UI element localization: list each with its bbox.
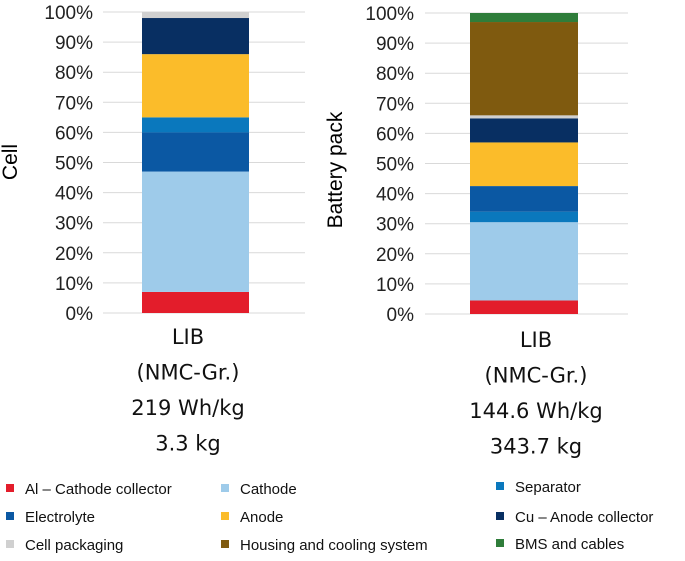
bar-segment-housing-and-cooling-system xyxy=(470,22,578,116)
y-tick-label: 20% xyxy=(376,245,414,266)
legend-item: Al – Cathode collector xyxy=(6,481,172,498)
category-label-line: (NMC-Gr.) xyxy=(137,361,240,385)
y-axis-label: Battery pack xyxy=(324,111,347,228)
y-tick-label: 70% xyxy=(376,94,414,115)
legend-item: Cu – Anode collector xyxy=(496,509,653,526)
legend-label: Al – Cathode collector xyxy=(25,481,172,498)
legend-item: BMS and cables xyxy=(496,536,624,553)
category-label-line: 3.3 kg xyxy=(155,432,221,456)
bar-segment-cathode xyxy=(142,171,249,292)
legend-swatch xyxy=(496,482,504,490)
y-tick-label: 60% xyxy=(55,123,93,144)
y-tick-label: 40% xyxy=(55,184,93,205)
y-tick-label: 0% xyxy=(387,305,415,326)
y-tick-label: 30% xyxy=(376,215,414,236)
legend-item: Housing and cooling system xyxy=(221,537,428,554)
legend-swatch xyxy=(6,484,14,492)
bar-segment-anode xyxy=(470,142,578,187)
legend-item: Cell packaging xyxy=(6,537,123,554)
category-label-line: 343.7 kg xyxy=(490,435,582,459)
bar-segment-cu-anode-collector xyxy=(142,18,249,55)
y-tick-label: 30% xyxy=(55,214,93,235)
y-tick-label: 80% xyxy=(55,63,93,84)
y-tick-label: 90% xyxy=(376,34,414,55)
bar-segment-al-cathode-collector xyxy=(470,300,578,314)
bar-segment-cu-anode-collector xyxy=(470,118,578,143)
y-tick-label: 60% xyxy=(376,124,414,145)
legend-swatch xyxy=(496,512,504,520)
bar-segment-anode xyxy=(142,54,249,118)
y-tick-label: 100% xyxy=(365,4,414,25)
legend-label: Anode xyxy=(240,509,283,526)
legend-swatch xyxy=(221,512,229,520)
legend-item: Cathode xyxy=(221,481,297,498)
bar-segment-cell-packaging xyxy=(470,115,578,119)
legend-swatch xyxy=(496,539,504,547)
legend: Al – Cathode collector Cathode Separator El… xyxy=(6,479,653,554)
y-tick-label: 50% xyxy=(376,155,414,176)
legend-swatch xyxy=(221,540,229,548)
bar-segment-electrolyte xyxy=(142,132,249,172)
bar-segment-separator xyxy=(142,117,249,133)
bar-segment-cell-packaging xyxy=(142,12,249,19)
y-tick-label: 10% xyxy=(376,275,414,296)
category-label-line: LIB xyxy=(520,328,552,352)
legend-item: Anode xyxy=(221,509,283,526)
legend-swatch xyxy=(6,540,14,548)
category-label-line: 219 Wh/kg xyxy=(131,396,244,420)
category-label-line: 144.6 Wh/kg xyxy=(469,399,602,423)
chart-panel-1: 0% 10% 20% 30% 40% 50% 60% 70% 80% 90% 100% Cell LIB… xyxy=(0,3,305,456)
bar-segment-al-cathode-collector xyxy=(142,291,249,313)
category-label-line: LIB xyxy=(172,325,204,349)
legend-label: Cell packaging xyxy=(25,537,123,554)
bar-segment-bms-and-cables xyxy=(470,13,578,23)
y-tick-label: 40% xyxy=(376,185,414,206)
chart-panel-2: 0% 10% 20% 30% 40% 50% 60% 70% 80% 90% 100% Battery… xyxy=(324,4,628,459)
bar-segment-cathode xyxy=(470,222,578,301)
legend-label: Housing and cooling system xyxy=(240,537,428,554)
legend-label: Separator xyxy=(515,479,581,496)
legend-item: Separator xyxy=(496,479,581,496)
legend-item: Electrolyte xyxy=(6,509,95,526)
y-tick-label: 70% xyxy=(55,93,93,114)
legend-swatch xyxy=(6,512,14,520)
legend-label: BMS and cables xyxy=(515,536,624,553)
legend-label: Cathode xyxy=(240,481,297,498)
legend-swatch xyxy=(221,484,229,492)
y-tick-label: 0% xyxy=(66,304,94,325)
y-tick-label: 90% xyxy=(55,33,93,54)
y-tick-label: 50% xyxy=(55,154,93,175)
category-label-line: (NMC-Gr.) xyxy=(485,364,588,388)
legend-label: Electrolyte xyxy=(25,509,95,526)
y-axis-label: Cell xyxy=(0,144,22,180)
y-tick-label: 20% xyxy=(55,244,93,265)
bar-segment-electrolyte xyxy=(470,186,578,212)
y-tick-label: 100% xyxy=(44,3,93,24)
y-tick-label: 80% xyxy=(376,64,414,85)
y-tick-label: 10% xyxy=(55,274,93,295)
legend-label: Cu – Anode collector xyxy=(515,509,653,526)
bar-segment-separator xyxy=(470,211,578,223)
